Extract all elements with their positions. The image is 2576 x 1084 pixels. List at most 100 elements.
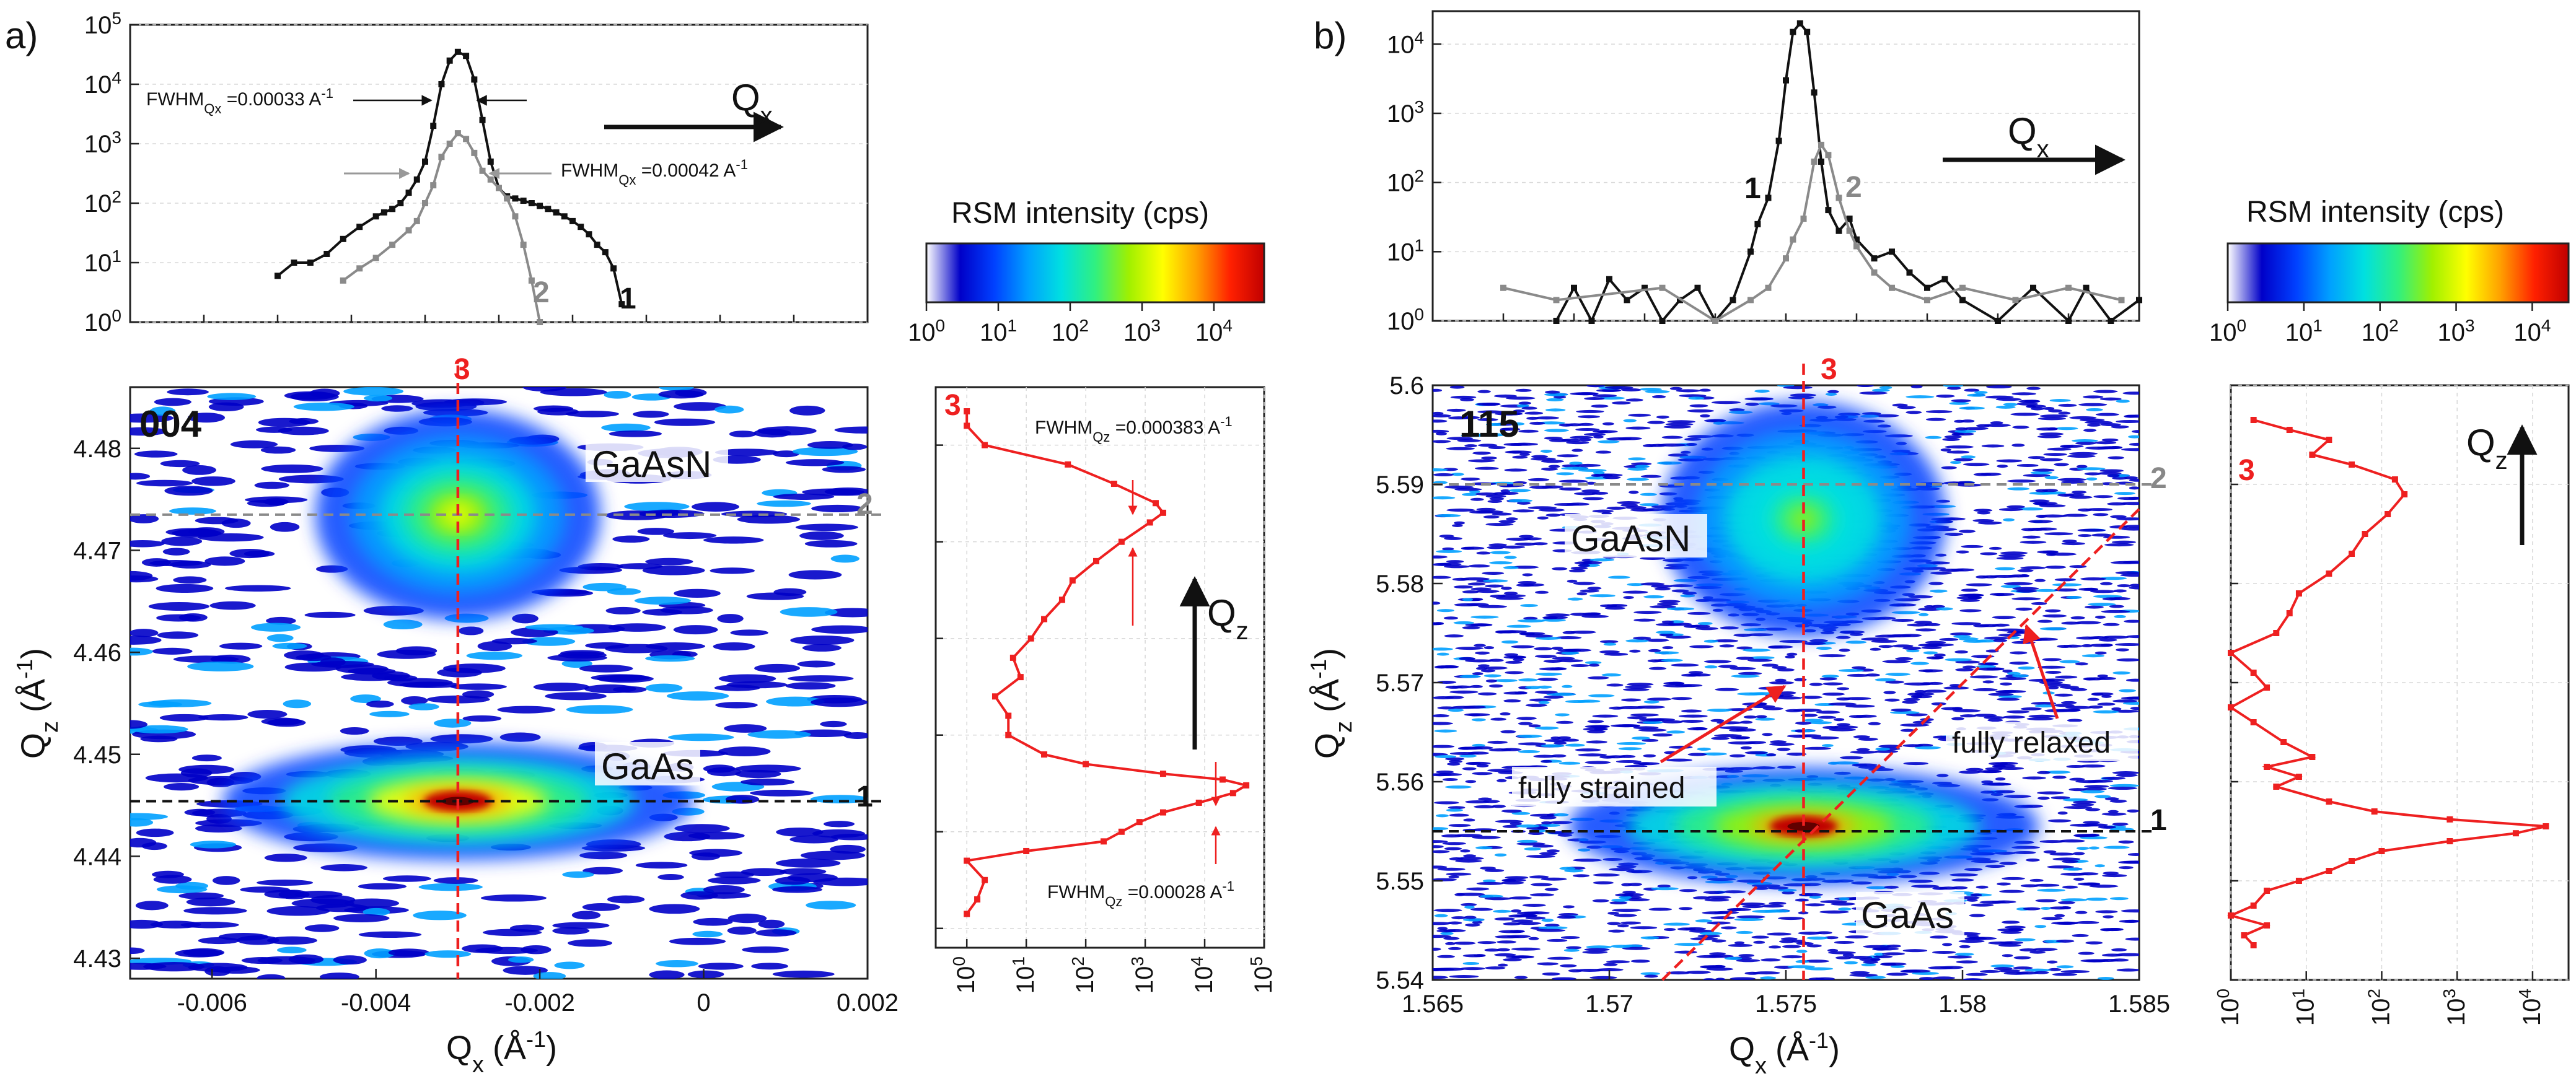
- noise-streak: [1433, 935, 1451, 938]
- noise-streak: [2110, 958, 2129, 962]
- noise-streak: [2017, 569, 2034, 572]
- noise-streak: [2062, 798, 2088, 802]
- noise-streak: [1850, 632, 1863, 636]
- noise-streak: [288, 954, 324, 964]
- noise-streak: [1749, 656, 1775, 660]
- data-point: [528, 277, 535, 284]
- noise-streak: [483, 929, 542, 937]
- noise-streak: [1467, 582, 1486, 586]
- data-point: [1853, 243, 1860, 250]
- noise-streak: [2107, 474, 2120, 478]
- y-tick-label: 102: [1387, 166, 1424, 197]
- data-point: [1083, 761, 1089, 767]
- noise-streak: [2037, 435, 2062, 439]
- noise-streak: [1719, 644, 1734, 648]
- peak-label-gaas: GaAs: [1861, 894, 1954, 936]
- noise-streak: [1907, 880, 1933, 883]
- noise-streak: [1710, 719, 1725, 722]
- data-point: [2401, 491, 2408, 497]
- data-point: [2241, 932, 2248, 938]
- noise-streak: [1503, 922, 1521, 926]
- noise-streak: [1663, 425, 1692, 429]
- noise-streak: [1518, 678, 1538, 682]
- noise-streak: [1439, 535, 1454, 538]
- noise-streak: [2093, 595, 2122, 598]
- noise-streak: [1958, 637, 1979, 640]
- noise-streak: [1552, 567, 1568, 570]
- noise-streak: [320, 973, 359, 979]
- noise-streak: [1704, 898, 1730, 902]
- noise-streak: [1873, 955, 1893, 958]
- noise-streak: [258, 417, 310, 427]
- noise-streak: [1747, 633, 1774, 637]
- noise-streak: [1460, 416, 1480, 419]
- noise-streak: [1770, 740, 1787, 744]
- noise-streak: [2112, 699, 2138, 703]
- noise-streak: [1795, 898, 1809, 902]
- noise-streak: [1529, 421, 1545, 425]
- noise-streak: [214, 966, 260, 974]
- noise-streak: [1631, 737, 1651, 740]
- noise-streak: [162, 548, 190, 556]
- noise-streak: [717, 614, 744, 624]
- noise-streak: [2039, 627, 2067, 631]
- noise-streak: [1541, 618, 1566, 622]
- noise-streak: [2095, 910, 2118, 914]
- noise-streak: [1664, 928, 1676, 932]
- noise-streak: [1655, 623, 1682, 626]
- noise-streak: [1972, 688, 1998, 691]
- data-point: [2118, 297, 2125, 304]
- noise-streak: [540, 388, 607, 396]
- noise-streak: [1461, 477, 1480, 481]
- noise-streak: [2037, 619, 2053, 623]
- noise-streak: [1875, 634, 1902, 638]
- noise-streak: [1497, 948, 1511, 951]
- noise-streak: [2039, 458, 2064, 461]
- noise-streak: [687, 970, 724, 979]
- noise-streak: [2129, 442, 2139, 446]
- noise-streak: [1681, 673, 1701, 677]
- noise-streak: [1837, 723, 1850, 727]
- noise-streak: [1712, 639, 1739, 643]
- noise-streak: [2078, 534, 2092, 538]
- noise-streak: [2075, 636, 2099, 640]
- x-tick-label: -0.006: [177, 989, 247, 1016]
- noise-streak: [1941, 466, 1958, 470]
- data-point: [430, 123, 437, 129]
- noise-streak: [2073, 834, 2090, 837]
- data-point: [1110, 481, 1117, 487]
- noise-streak: [1795, 722, 1812, 725]
- noise-streak: [1433, 801, 1459, 805]
- noise-streak: [1465, 659, 1494, 663]
- noise-streak: [1819, 910, 1849, 914]
- qx-arrow-label: Qx: [2008, 110, 2049, 163]
- noise-streak: [1838, 907, 1852, 911]
- data-point: [1783, 255, 1789, 262]
- noise-streak: [1704, 665, 1718, 669]
- noise-streak: [135, 901, 169, 911]
- y-tick-label: 5.57: [1376, 670, 1424, 697]
- noise-streak: [1540, 823, 1560, 827]
- noise-streak: [1853, 735, 1871, 739]
- data-point: [1825, 152, 1832, 159]
- noise-streak: [1744, 751, 1768, 754]
- noise-streak: [1644, 639, 1669, 642]
- noise-streak: [1684, 624, 1700, 628]
- noise-streak: [1541, 919, 1554, 922]
- noise-streak: [820, 720, 847, 728]
- noise-streak: [2111, 707, 2122, 711]
- noise-streak: [2013, 956, 2031, 959]
- data-point: [1065, 461, 1071, 468]
- noise-streak: [812, 829, 865, 838]
- noise-streak: [1435, 814, 1449, 818]
- noise-streak: [1553, 395, 1567, 399]
- noise-streak: [1954, 650, 1969, 654]
- noise-streak: [1538, 701, 1550, 704]
- noise-streak: [130, 647, 153, 656]
- noise-streak: [1701, 752, 1728, 756]
- noise-streak: [1981, 444, 2005, 448]
- noise-streak: [2109, 605, 2124, 608]
- noise-streak: [1508, 489, 1531, 492]
- noise-streak: [806, 901, 856, 910]
- noise-streak: [1504, 653, 1519, 657]
